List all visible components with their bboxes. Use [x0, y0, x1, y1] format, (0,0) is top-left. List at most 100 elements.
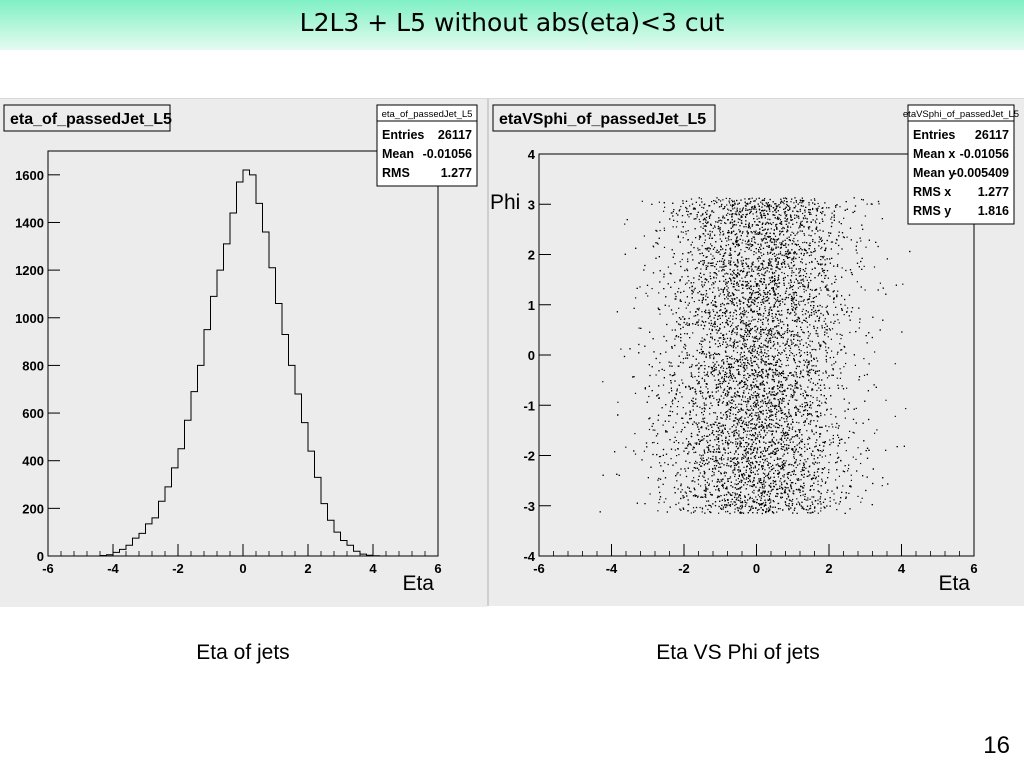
scatter-point: [824, 259, 826, 261]
scatter-point: [767, 377, 769, 379]
scatter-point: [809, 333, 811, 335]
scatter-point: [805, 467, 807, 469]
scatter-point: [751, 270, 753, 272]
scatter-point: [805, 409, 807, 411]
scatter-point: [821, 246, 823, 248]
scatter-point: [676, 406, 679, 408]
scatter-point: [625, 446, 627, 448]
scatter-point: [756, 419, 758, 421]
scatter-point: [746, 404, 748, 406]
scatter-point: [769, 222, 771, 224]
scatter-point: [670, 212, 672, 214]
x-tick-label: 4: [369, 561, 377, 576]
scatter-point: [746, 484, 748, 486]
scatter-point: [732, 492, 734, 494]
scatter-point: [687, 258, 689, 260]
scatter-point: [719, 385, 721, 387]
scatter-point: [739, 374, 741, 376]
scatter-point: [701, 311, 703, 313]
scatter-point: [799, 384, 801, 386]
scatter-point: [729, 418, 731, 420]
scatter-point: [785, 439, 788, 441]
scatter-point: [705, 265, 707, 267]
scatter-point: [836, 452, 838, 454]
scatter-point: [799, 429, 801, 431]
scatter-point: [711, 374, 713, 376]
scatter-point: [674, 398, 677, 400]
scatter-point: [755, 198, 757, 200]
scatter-point: [785, 377, 787, 379]
scatter-point: [741, 507, 743, 509]
scatter-point: [728, 433, 730, 435]
scatter-point: [780, 201, 782, 203]
scatter-point: [802, 308, 804, 310]
scatter-point: [756, 452, 758, 454]
scatter-point: [682, 231, 684, 233]
scatter-point: [841, 438, 843, 440]
scatter-point: [736, 209, 738, 211]
scatter-point: [692, 409, 694, 411]
scatter-point: [789, 279, 792, 281]
scatter-point: [788, 209, 790, 211]
scatter-point: [712, 255, 714, 257]
scatter-point: [783, 200, 785, 202]
scatter-point: [804, 459, 806, 461]
scatter-point: [693, 403, 695, 405]
scatter-point: [797, 303, 800, 305]
scatter-point: [731, 333, 733, 335]
scatter-point: [710, 253, 712, 255]
scatter-point: [843, 217, 845, 219]
scatter-point: [698, 238, 700, 240]
y-tick-label: 400: [22, 454, 44, 469]
scatter-point: [754, 330, 756, 332]
scatter-point: [820, 450, 822, 452]
scatter-point: [705, 221, 707, 223]
scatter-point: [672, 403, 674, 405]
scatter-point: [756, 386, 758, 388]
scatter-point: [714, 297, 716, 299]
scatter-point: [801, 438, 803, 440]
y-tick-label: 1600: [15, 168, 44, 183]
scatter-point: [634, 453, 637, 455]
scatter-point: [759, 418, 761, 420]
scatter-point: [757, 340, 759, 342]
scatter-point: [685, 386, 687, 389]
scatter-point: [760, 213, 762, 215]
scatter-point: [811, 260, 813, 263]
scatter-point: [701, 316, 703, 318]
scatter-point: [659, 313, 661, 315]
scatter-point: [799, 431, 801, 433]
scatter-point: [639, 286, 641, 288]
stats-value: 1.277: [441, 166, 472, 180]
scatter-point: [776, 285, 778, 287]
scatter-point: [831, 241, 834, 243]
scatter-point: [634, 392, 637, 394]
scatter-point: [692, 376, 694, 378]
scatter-point: [809, 401, 811, 403]
scatter-point: [790, 352, 792, 354]
scatter-point: [819, 316, 821, 318]
scatter-point: [801, 486, 803, 488]
scatter-point: [797, 335, 799, 337]
scatter-point: [831, 212, 833, 214]
scatter-point: [810, 453, 812, 455]
scatter-point: [757, 434, 759, 436]
scatter-point: [711, 480, 713, 482]
scatter-point: [757, 435, 759, 438]
scatter-point: [719, 381, 721, 383]
scatter-point: [778, 325, 780, 327]
scatter-point: [767, 323, 769, 325]
scatter-point: [813, 348, 815, 350]
scatter-point: [772, 419, 774, 421]
scatter-point: [769, 402, 771, 404]
scatter-point: [685, 233, 687, 235]
scatter-point: [810, 301, 812, 303]
scatter-point: [747, 203, 749, 206]
scatter-point: [699, 461, 701, 463]
scatter-point: [819, 229, 821, 231]
scatter-point: [694, 442, 696, 444]
scatter-point: [742, 396, 744, 398]
scatter-point: [767, 229, 769, 231]
scatter-point: [791, 231, 793, 233]
scatter-point: [762, 412, 764, 415]
